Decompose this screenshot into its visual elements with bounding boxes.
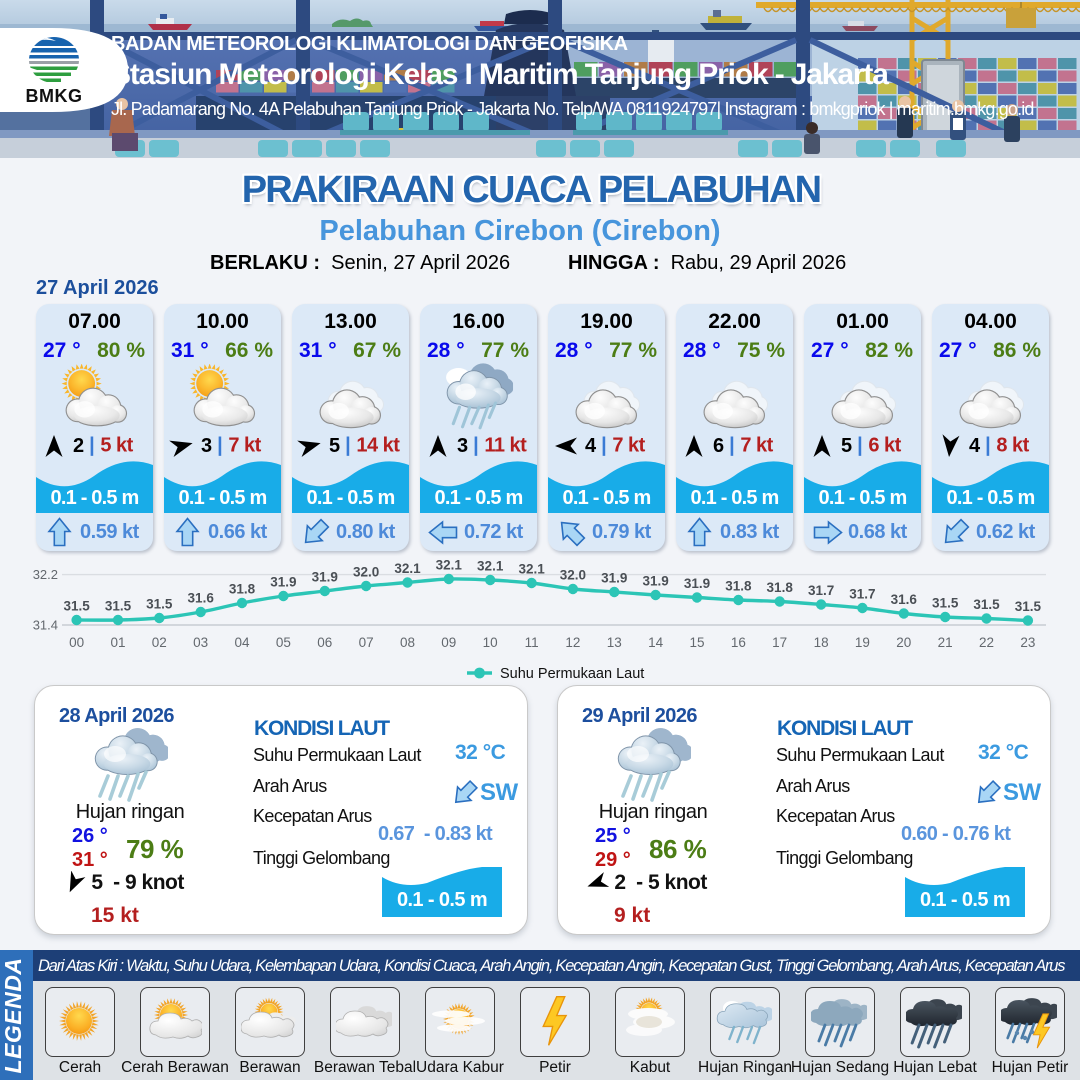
svg-text:17: 17 [772,635,787,650]
svg-text:31.7: 31.7 [849,587,875,602]
svg-text:18: 18 [814,635,829,650]
svg-text:11: 11 [525,635,539,650]
svg-text:21: 21 [938,635,953,650]
svg-text:31.8: 31.8 [767,580,794,595]
svg-text:31.4: 31.4 [33,618,58,633]
svg-text:Suhu Permukaan Laut: Suhu Permukaan Laut [500,666,644,682]
svg-text:16: 16 [731,635,746,650]
svg-text:03: 03 [193,635,208,650]
svg-text:23: 23 [1020,635,1035,650]
svg-text:06: 06 [317,635,332,650]
svg-text:31.5: 31.5 [146,597,173,612]
svg-text:31.8: 31.8 [229,582,256,597]
svg-text:31.5: 31.5 [105,599,132,614]
svg-text:31.5: 31.5 [932,596,959,611]
svg-text:05: 05 [276,635,291,650]
svg-text:02: 02 [152,635,167,650]
svg-text:19: 19 [855,635,870,650]
svg-text:31.6: 31.6 [188,591,215,606]
svg-text:32.0: 32.0 [353,565,379,580]
svg-text:31.9: 31.9 [270,575,296,590]
svg-text:22: 22 [979,635,994,650]
svg-text:14: 14 [648,635,664,650]
svg-text:31.8: 31.8 [725,579,752,594]
svg-text:32.0: 32.0 [560,568,586,583]
svg-text:07: 07 [359,635,374,650]
svg-text:31.5: 31.5 [973,597,1000,612]
svg-text:31.5: 31.5 [1015,599,1042,614]
svg-text:31.9: 31.9 [312,570,338,585]
svg-text:12: 12 [565,635,580,650]
svg-text:31.9: 31.9 [684,576,710,591]
svg-text:31.7: 31.7 [808,583,834,598]
svg-text:32.1: 32.1 [394,561,421,576]
svg-text:01: 01 [110,635,125,650]
svg-text:31.6: 31.6 [891,592,918,607]
svg-text:13: 13 [607,635,622,650]
svg-text:32.1: 32.1 [477,559,504,574]
svg-text:BMKG: BMKG [26,86,83,106]
svg-text:04: 04 [234,635,250,650]
svg-text:10: 10 [483,635,498,650]
svg-text:31.9: 31.9 [642,574,668,589]
svg-text:20: 20 [896,635,911,650]
svg-text:31.5: 31.5 [63,599,90,614]
svg-text:31.9: 31.9 [601,571,627,586]
svg-text:15: 15 [689,635,704,650]
svg-text:32.2: 32.2 [33,567,58,582]
svg-text:00: 00 [69,635,84,650]
svg-text:08: 08 [400,635,415,650]
svg-text:09: 09 [441,635,456,650]
svg-text:32.1: 32.1 [518,562,545,577]
svg-text:32.1: 32.1 [436,558,463,573]
